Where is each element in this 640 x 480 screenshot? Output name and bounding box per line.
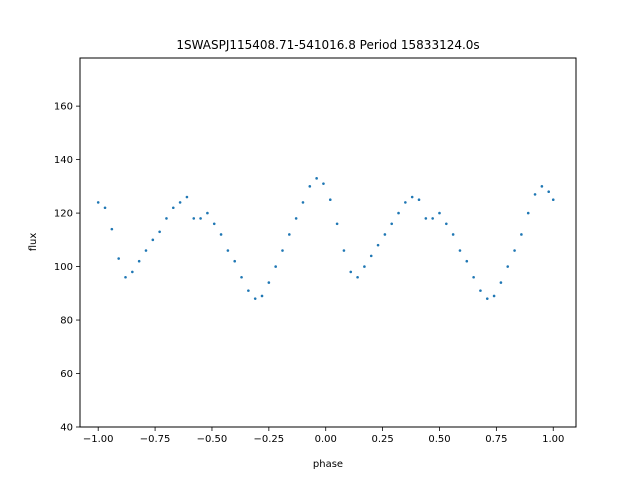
y-tick-label: 160: [54, 102, 73, 113]
x-tick-label: −0.50: [197, 434, 228, 445]
data-point: [551, 198, 555, 202]
x-tick-label: 0.75: [485, 434, 507, 445]
data-point: [151, 238, 155, 242]
data-point: [226, 249, 230, 252]
data-point: [410, 195, 414, 199]
data-point: [260, 294, 264, 298]
data-point: [267, 281, 271, 284]
data-point: [472, 275, 475, 279]
data-point: [96, 201, 100, 204]
data-point: [185, 195, 189, 199]
data-point: [513, 249, 516, 252]
data-point: [424, 217, 428, 220]
x-tick-label: 0.00: [315, 434, 337, 445]
data-point: [165, 217, 168, 220]
data-point: [247, 289, 250, 292]
x-axis-ticks: −1.00 −0.75 −0.50 −0.25 0.00 0.25 0.50 0.75 1.00: [83, 427, 564, 445]
data-point: [547, 190, 550, 193]
x-axis-label: phase: [313, 459, 343, 470]
data-points: [96, 177, 555, 300]
data-point: [458, 249, 462, 252]
data-point: [137, 259, 141, 263]
data-point: [438, 211, 441, 215]
data-point: [349, 270, 353, 274]
data-point: [131, 270, 134, 274]
data-point: [431, 217, 434, 220]
data-point: [322, 182, 325, 185]
data-point: [533, 193, 537, 196]
data-point: [144, 249, 148, 252]
y-tick-label: 100: [54, 262, 73, 273]
data-point: [526, 211, 530, 215]
x-tick-label: −0.25: [254, 434, 285, 445]
data-point: [171, 206, 175, 210]
data-point: [158, 230, 161, 234]
chart-title: 1SWASPJ115408.71-541016.8 Period 1583312…: [176, 38, 479, 52]
data-point: [363, 265, 366, 268]
data-point: [206, 211, 209, 215]
x-tick-label: −0.75: [140, 434, 171, 445]
data-point: [308, 185, 312, 188]
data-point: [485, 297, 489, 300]
data-point: [178, 201, 182, 204]
data-point: [383, 233, 387, 236]
data-point: [294, 217, 298, 220]
data-point: [465, 259, 469, 263]
data-point: [103, 206, 107, 210]
data-point: [506, 265, 510, 268]
data-point: [240, 275, 243, 279]
data-point: [445, 222, 448, 226]
data-point: [520, 233, 523, 236]
x-tick-label: 1.00: [542, 434, 564, 445]
data-point: [390, 222, 394, 226]
data-point: [110, 227, 114, 231]
data-point: [356, 275, 359, 279]
data-point: [301, 201, 305, 204]
data-point: [233, 259, 237, 263]
data-point: [376, 243, 380, 247]
x-tick-label: 0.25: [371, 434, 393, 445]
data-point: [315, 177, 318, 180]
data-point: [288, 233, 291, 236]
data-point: [281, 249, 284, 252]
data-point: [397, 211, 400, 215]
data-point: [404, 201, 407, 204]
data-point: [369, 254, 373, 258]
y-tick-label: 120: [54, 209, 73, 220]
y-axis-label: flux: [28, 233, 39, 252]
data-point: [199, 217, 202, 220]
data-point: [342, 249, 346, 252]
data-point: [492, 294, 496, 298]
y-tick-label: 40: [60, 423, 73, 434]
data-point: [328, 198, 332, 202]
y-tick-label: 140: [54, 155, 73, 166]
data-point: [192, 217, 196, 220]
plot-frame: [79, 57, 577, 428]
data-point: [451, 233, 455, 236]
data-point: [417, 198, 421, 202]
data-point: [124, 275, 127, 279]
y-tick-label: 80: [60, 316, 73, 327]
x-tick-label: 0.50: [428, 434, 450, 445]
data-point: [117, 257, 120, 260]
y-tick-label: 60: [60, 369, 73, 380]
data-point: [212, 222, 216, 226]
y-axis-ticks: 40 60 80 100 120 140 160: [54, 102, 80, 434]
data-point: [540, 185, 544, 188]
data-point: [274, 265, 277, 268]
data-point: [219, 233, 223, 236]
data-point: [335, 222, 339, 226]
data-point: [253, 297, 257, 300]
x-tick-label: −1.00: [83, 434, 114, 445]
data-point: [479, 289, 482, 292]
data-point: [499, 281, 503, 284]
